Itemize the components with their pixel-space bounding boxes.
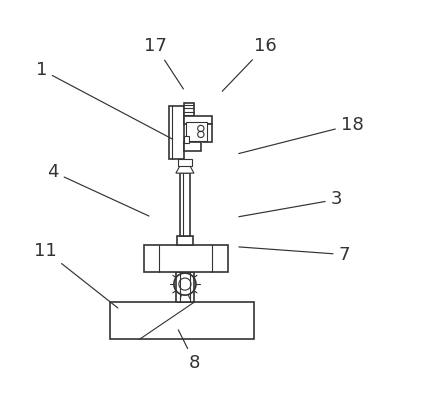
Text: 18: 18 xyxy=(239,116,363,154)
Bar xyxy=(203,124,212,142)
Text: 1: 1 xyxy=(36,61,173,139)
Bar xyxy=(184,116,212,124)
Bar xyxy=(186,122,207,141)
Bar xyxy=(176,272,194,302)
Text: 7: 7 xyxy=(239,245,350,264)
Bar xyxy=(180,173,190,236)
Bar xyxy=(184,103,194,118)
Bar xyxy=(144,245,228,272)
Text: 4: 4 xyxy=(48,163,149,216)
Text: 11: 11 xyxy=(34,242,118,308)
Text: 3: 3 xyxy=(239,190,342,217)
Bar xyxy=(110,302,254,339)
Bar xyxy=(177,236,193,245)
Bar xyxy=(178,159,192,166)
Text: 8: 8 xyxy=(179,330,200,372)
Polygon shape xyxy=(176,166,194,173)
Text: 16: 16 xyxy=(222,37,277,91)
Bar xyxy=(169,106,184,159)
Bar xyxy=(184,142,201,151)
Text: 17: 17 xyxy=(144,37,184,89)
Bar xyxy=(184,136,189,143)
